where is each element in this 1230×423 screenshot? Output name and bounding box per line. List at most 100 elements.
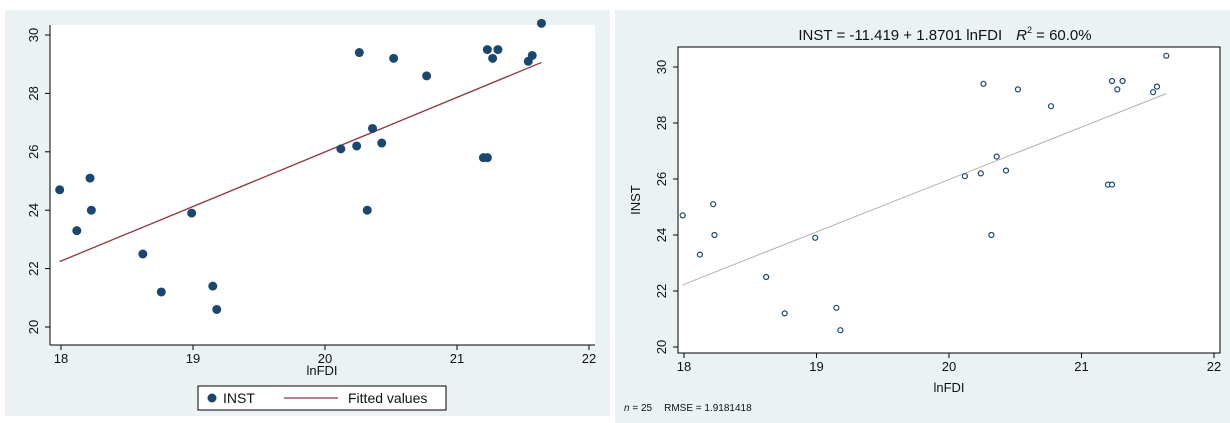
right-y-ticks: 20 22 24 26 28 30 — [654, 60, 678, 354]
right-data-point — [980, 80, 987, 87]
left-x-tick-label: 18 — [54, 351, 68, 366]
left-data-point — [536, 18, 546, 28]
left-data-point — [138, 249, 148, 259]
right-data-point — [1108, 77, 1116, 85]
left-y-tick-label: 26 — [26, 145, 41, 159]
left-data-point — [389, 53, 399, 63]
right-data-point — [833, 304, 840, 311]
right-marks — [679, 52, 1170, 334]
left-data-point — [482, 153, 492, 163]
left-data-point — [72, 226, 82, 236]
left-data-point — [212, 304, 222, 314]
left-data-point — [156, 287, 166, 297]
left-x-tick-label: 19 — [186, 351, 200, 366]
left-data-point — [86, 205, 96, 215]
left-data-point — [493, 45, 503, 55]
left-y-tick-label: 20 — [26, 320, 41, 334]
right-x-tick-label: 19 — [809, 359, 823, 374]
right-data-point — [837, 327, 844, 334]
right-y-axis-label: INST — [628, 185, 643, 215]
left-data-point — [354, 48, 364, 58]
right-data-point — [781, 310, 788, 317]
right-data-point — [763, 273, 770, 281]
right-data-point — [711, 231, 718, 239]
right-y-tick-label: 20 — [654, 340, 669, 354]
right-data-point — [1114, 86, 1121, 93]
right-data-point — [1002, 167, 1010, 174]
right-data-point — [977, 170, 984, 177]
left-x-axis-label: lnFDI — [306, 363, 337, 378]
left-data-point — [55, 185, 65, 195]
title-equation: INST = -11.419 + 1.8701 lnFDI — [798, 27, 1002, 44]
left-y-tick-label: 30 — [26, 28, 41, 42]
right-data-point — [812, 234, 819, 241]
right-x-tick-label: 21 — [1074, 359, 1088, 374]
right-data-point — [1153, 83, 1161, 90]
left-y-ticks: 20 22 24 26 28 30 — [26, 28, 50, 334]
right-data-point — [679, 212, 686, 219]
right-x-tick-label: 18 — [677, 359, 691, 374]
legend-inst-label: INST — [223, 390, 255, 406]
right-chart: 20 22 24 26 28 30 18 19 20 21 22 INST = -11.419 +… — [615, 10, 1230, 423]
right-data-point — [1108, 181, 1116, 188]
left-data-point — [482, 45, 492, 55]
left-plot-area — [50, 25, 595, 345]
left-y-tick-label: 24 — [26, 203, 41, 217]
right-y-tick-label: 28 — [654, 116, 669, 130]
right-x-ticks: 18 19 20 21 22 — [677, 353, 1221, 374]
left-data-point — [336, 144, 346, 154]
footnote-rmse: RMSE = 1.9181418 — [664, 403, 752, 414]
left-legend: INST Fitted values — [197, 385, 447, 411]
left-x-tick-label: 20 — [318, 351, 332, 366]
right-fitted-line — [682, 93, 1167, 286]
right-data-point — [1163, 52, 1170, 59]
title-r2-label: R — [1016, 27, 1027, 44]
left-data-point — [527, 50, 537, 60]
left-data-point — [352, 141, 362, 151]
left-data-point — [377, 138, 387, 148]
left-data-point — [368, 123, 378, 133]
left-data-point — [422, 71, 432, 81]
footnote-n-label: n — [624, 403, 630, 414]
left-data-point — [488, 53, 498, 63]
left-y-tick-label: 28 — [26, 86, 41, 100]
right-y-tick-label: 30 — [654, 60, 669, 74]
left-data-point — [362, 205, 372, 215]
right-plot-area — [677, 46, 1221, 354]
left-y-tick-label: 22 — [26, 261, 41, 275]
right-data-point — [1149, 89, 1157, 96]
right-y-tick-label: 24 — [654, 228, 669, 242]
right-data-point — [993, 153, 1000, 160]
legend-inst-marker — [207, 393, 217, 403]
left-fitted-line — [59, 61, 542, 263]
right-data-point — [710, 201, 717, 208]
right-x-tick-label: 22 — [1207, 359, 1221, 374]
right-data-point — [988, 231, 995, 239]
left-marks — [55, 18, 546, 314]
right-data-point — [1119, 77, 1126, 85]
left-chart: 20 22 24 26 28 30 18 19 20 21 22 lnFDI INST Fitte… — [0, 0, 610, 423]
left-data-point — [85, 173, 95, 183]
left-data-point — [208, 281, 218, 291]
right-data-point — [961, 173, 969, 180]
legend-fitted-label: Fitted values — [348, 390, 427, 406]
left-x-tick-label: 22 — [582, 351, 596, 366]
right-chart-title: INST = -11.419 + 1.8701 lnFDI R2 = 60.0% — [798, 25, 1091, 44]
right-y-tick-label: 26 — [654, 172, 669, 186]
right-footnote: n = 25 RMSE = 1.9181418 — [624, 403, 752, 414]
right-data-point — [1047, 103, 1055, 110]
left-data-point — [187, 208, 197, 218]
right-x-tick-label: 20 — [942, 359, 956, 374]
left-x-tick-label: 21 — [450, 351, 464, 366]
footnote-n-value: = 25 — [630, 403, 653, 414]
right-x-axis-label: lnFDI — [933, 380, 964, 395]
title-r2-value: = 60.0% — [1032, 27, 1092, 44]
title-r2-superscript: 2 — [1027, 25, 1032, 35]
right-y-tick-label: 22 — [654, 284, 669, 298]
right-data-point — [1014, 86, 1022, 93]
left-x-ticks: 18 19 20 21 22 — [54, 345, 596, 366]
right-data-point — [696, 251, 704, 258]
left-axes — [49, 25, 595, 346]
